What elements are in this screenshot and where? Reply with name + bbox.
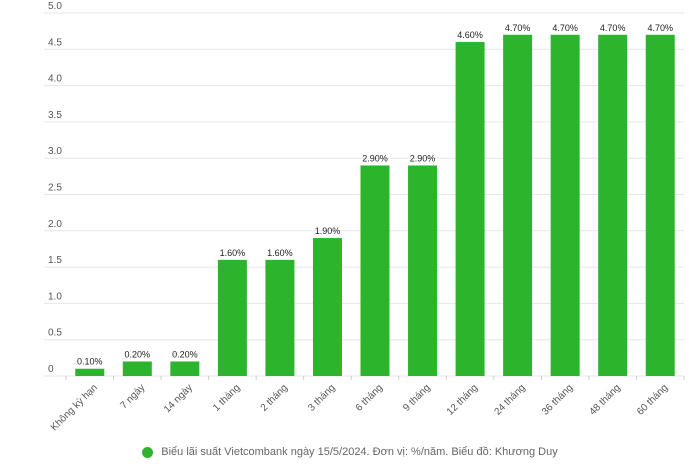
y-tick-label: 4.5 bbox=[48, 37, 62, 48]
y-tick-label: 0.5 bbox=[48, 328, 62, 339]
x-tick-label: 24 tháng bbox=[492, 382, 527, 417]
y-tick-label: 1.5 bbox=[48, 255, 62, 266]
data-label: 0.20% bbox=[172, 349, 198, 359]
data-label: 1.90% bbox=[315, 226, 341, 236]
x-tick-label: Không kỳ hạn bbox=[49, 382, 100, 433]
data-label: 4.60% bbox=[457, 30, 483, 40]
data-label: 4.70% bbox=[647, 23, 673, 33]
bar[interactable] bbox=[217, 259, 247, 376]
x-tick-label: 12 tháng bbox=[445, 382, 480, 417]
y-tick-label: 5.0 bbox=[48, 1, 62, 12]
x-tick-label: 14 ngày bbox=[162, 382, 195, 415]
legend-label: Biểu lãi suất Vietcombank ngày 15/5/2024… bbox=[161, 446, 558, 458]
y-tick-label: 3.5 bbox=[48, 110, 62, 121]
data-label: 1.60% bbox=[220, 248, 246, 258]
y-tick-label: 3.0 bbox=[48, 146, 62, 157]
bar[interactable] bbox=[645, 34, 675, 376]
bar[interactable] bbox=[75, 368, 105, 376]
y-tick-label: 0 bbox=[48, 364, 54, 375]
bar[interactable] bbox=[598, 34, 628, 376]
x-tick-label: 6 tháng bbox=[354, 382, 385, 413]
x-tick-label: 1 tháng bbox=[211, 382, 242, 413]
y-axis-ticks: 0 0.5 1.0 1.5 2.0 2.5 3.0 3.5 4.0 4.5 5.0 bbox=[48, 1, 62, 375]
bar[interactable] bbox=[265, 259, 295, 376]
y-tick-label: 4.0 bbox=[48, 74, 62, 85]
data-label: 0.20% bbox=[125, 349, 151, 359]
data-label: 2.90% bbox=[362, 153, 388, 163]
x-tick-label: 60 tháng bbox=[635, 382, 670, 417]
bar-chart: 0 0.5 1.0 1.5 2.0 2.5 3.0 3.5 4.0 4.5 5.0 0.10% 0.2… bbox=[44, 1, 685, 433]
bar[interactable] bbox=[360, 165, 390, 376]
data-label: 4.70% bbox=[552, 23, 578, 33]
x-tick-label: 48 tháng bbox=[588, 382, 623, 417]
bar[interactable] bbox=[408, 165, 438, 376]
x-tick-label: 2 tháng bbox=[259, 382, 290, 413]
bars bbox=[75, 34, 675, 376]
bar[interactable] bbox=[122, 361, 152, 376]
data-label: 4.70% bbox=[505, 23, 531, 33]
data-labels: 0.10% 0.20% 0.20% 1.60% 1.60% 1.90% 2.90% 2.90%… bbox=[77, 23, 673, 367]
x-axis-ticks: Không kỳ hạn 7 ngày 14 ngày 1 tháng 2 tháng 3… bbox=[49, 376, 685, 433]
bar[interactable] bbox=[550, 34, 580, 376]
y-tick-label: 2.0 bbox=[48, 219, 62, 230]
bar[interactable] bbox=[170, 361, 200, 376]
data-label: 1.60% bbox=[267, 248, 293, 258]
legend-marker bbox=[142, 446, 154, 458]
x-tick-label: 3 tháng bbox=[306, 382, 337, 413]
bar[interactable] bbox=[503, 34, 533, 376]
y-tick-label: 2.5 bbox=[48, 183, 62, 194]
data-label: 2.90% bbox=[410, 153, 436, 163]
legend[interactable]: Biểu lãi suất Vietcombank ngày 15/5/2024… bbox=[0, 446, 700, 458]
bar[interactable] bbox=[455, 42, 485, 376]
data-label: 4.70% bbox=[600, 23, 626, 33]
x-tick-label: 9 tháng bbox=[401, 382, 432, 413]
x-tick-label: 36 tháng bbox=[540, 382, 575, 417]
bar[interactable] bbox=[312, 238, 342, 376]
x-tick-label: 7 ngày bbox=[118, 382, 147, 411]
data-label: 0.10% bbox=[77, 357, 103, 367]
y-tick-label: 1.0 bbox=[48, 291, 62, 302]
